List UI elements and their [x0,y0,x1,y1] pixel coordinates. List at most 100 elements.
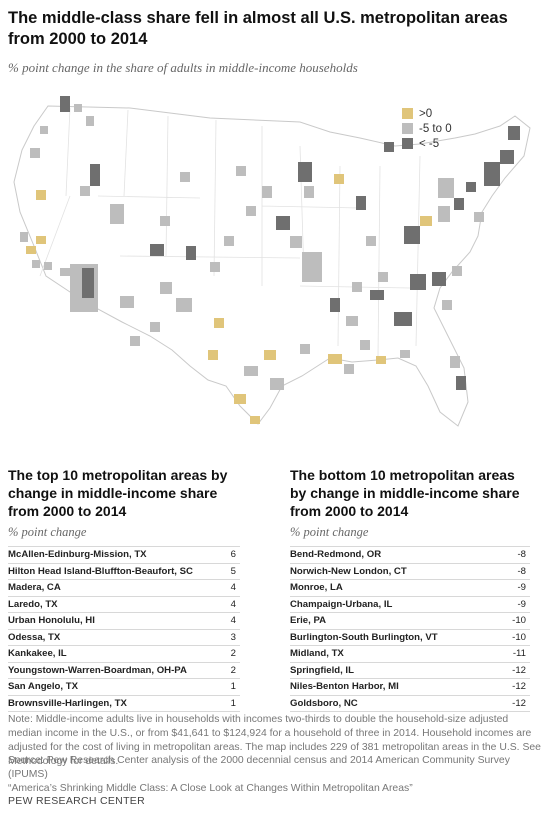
metro-area-positive [208,350,218,360]
metro-area-large-decline [370,290,384,300]
top-table-row-value: 1 [230,697,236,709]
bottom-table-row-name: Springfield, IL [290,664,354,676]
metro-area-positive [234,394,246,404]
metro-area-slight-decline [210,262,220,272]
bottom-table-row-value: -10 [512,615,526,627]
bottom-table-row: Burlington-South Burlington, VT -10 [290,628,530,646]
bottom-table-row-name: Monroe, LA [290,582,343,594]
top-table-row: Laredo, TX 4 [8,595,240,613]
metro-area-large-decline [298,162,312,182]
top-table-row: McAllen-Edinburg-Mission, TX 6 [8,546,240,563]
metro-area-slight-decline [450,356,460,368]
metro-area-slight-decline [442,300,452,310]
metro-area-positive [36,236,46,244]
metro-area-slight-decline [30,148,40,158]
legend-item-slight: -5 to 0 [402,121,452,136]
metro-area-slight-decline [86,116,94,126]
metro-area-large-decline [456,376,466,390]
top-table-row-value: 2 [230,648,236,660]
top-table-row: Odessa, TX 3 [8,628,240,646]
metro-area-slight-decline [236,166,246,176]
top-table-row-value: 2 [230,664,236,676]
bottom-table-row: Norwich-New London, CT -8 [290,562,530,580]
metro-area-positive [214,318,224,328]
bottom-table-row-name: Burlington-South Burlington, VT [290,631,438,643]
bottom-table-title: The bottom 10 metropolitan areas by chan… [290,467,520,519]
source-note: Source: Pew Research Center analysis of … [8,754,544,796]
metro-area-positive [250,416,260,424]
metro-area-slight-decline [344,364,354,374]
legend-item-positive: >0 [402,106,452,121]
top-table-row: Madera, CA 4 [8,579,240,596]
map-legend: >0 -5 to 0 < -5 [402,106,452,151]
top-table-row-name: Youngstown-Warren-Boardman, OH-PA [8,664,187,676]
legend-swatch-positive [402,108,413,119]
top-table-row-name: Brownsville-Harlingen, TX [8,697,127,709]
metro-area-large-decline [508,126,520,140]
metro-area-slight-decline [246,206,256,216]
metro-area-positive [36,190,46,200]
bottom-table-row-value: -10 [512,631,526,643]
bottom-table-row-name: Norwich-New London, CT [290,565,407,577]
bottom-table-row: Goldsboro, NC -12 [290,694,530,712]
metro-area-large-decline [150,244,164,256]
bottom-table-row: Bend-Redmond, OR -8 [290,546,530,563]
metro-area-large-decline [356,196,366,210]
metro-area-slight-decline [352,282,362,292]
metro-area-slight-decline [300,344,310,354]
metro-area-slight-decline [400,350,410,358]
metro-area-slight-decline [74,104,82,112]
metro-area-large-decline [82,268,94,298]
top-table-row-name: Laredo, TX [8,598,58,610]
bottom-table-row-name: Erie, PA [290,615,327,627]
metro-area-slight-decline [290,236,302,248]
metro-area-slight-decline [474,212,484,222]
bottom-table-row-value: -9 [517,598,526,610]
top-table-row-value: 4 [230,582,236,594]
top-table-row: Urban Honolulu, HI 4 [8,612,240,629]
metro-area-slight-decline [20,232,28,242]
bottom-table-row: Midland, TX -11 [290,645,530,662]
top-table-row-value: 6 [230,549,236,561]
bottom-table-row-name: Midland, TX [290,648,344,660]
bottom-table-unit: % point change [290,525,369,539]
report-title: “America’s Shrinking Middle Class: A Clo… [8,783,413,794]
top-table-row-value: 1 [230,681,236,693]
top-table-row: Hilton Head Island-Bluffton-Beaufort, SC… [8,562,240,580]
top-table-row-value: 5 [230,565,236,577]
metro-area-large-decline [60,96,70,112]
bottom-table-row-name: Bend-Redmond, OR [290,549,382,561]
top-table-row-name: Odessa, TX [8,631,61,643]
bottom-table-row-name: Niles-Benton Harbor, MI [290,681,399,693]
metro-area-positive [328,354,342,364]
metro-area-slight-decline [160,282,172,294]
bottom-table-row-value: -8 [517,549,526,561]
top-table-row-value: 4 [230,615,236,627]
legend-label-large: < -5 [419,137,440,150]
metro-area-slight-decline [452,266,462,276]
top-table-row-name: Urban Honolulu, HI [8,615,95,627]
top-table-row: Brownsville-Harlingen, TX 1 [8,694,240,712]
metro-areas [20,96,520,424]
top-table-unit: % point change [8,525,87,539]
top-table: McAllen-Edinburg-Mission, TX 6 Hilton Head… [8,546,240,712]
metro-area-slight-decline [244,366,258,376]
metro-area-large-decline [500,150,514,164]
bottom-table-row-value: -12 [512,697,526,709]
metro-area-slight-decline [110,204,124,224]
metro-area-slight-decline [180,172,190,182]
metro-area-slight-decline [176,298,192,312]
bottom-table-row-value: -12 [512,681,526,693]
metro-area-slight-decline [438,206,450,222]
metro-area-large-decline [432,272,446,286]
legend-label-slight: -5 to 0 [419,122,452,135]
top-table-row-name: Madera, CA [8,582,61,594]
bottom-table-row-name: Goldsboro, NC [290,697,358,709]
top-table-row: San Angelo, TX 1 [8,678,240,695]
top-table-row-name: Hilton Head Island-Bluffton-Beaufort, SC [8,565,193,577]
brand-logo-text: PEW RESEARCH CENTER [8,795,145,807]
metro-area-positive [264,350,276,360]
metro-area-slight-decline [40,126,48,134]
top-table-row-name: San Angelo, TX [8,681,79,693]
metro-area-large-decline [276,216,290,230]
